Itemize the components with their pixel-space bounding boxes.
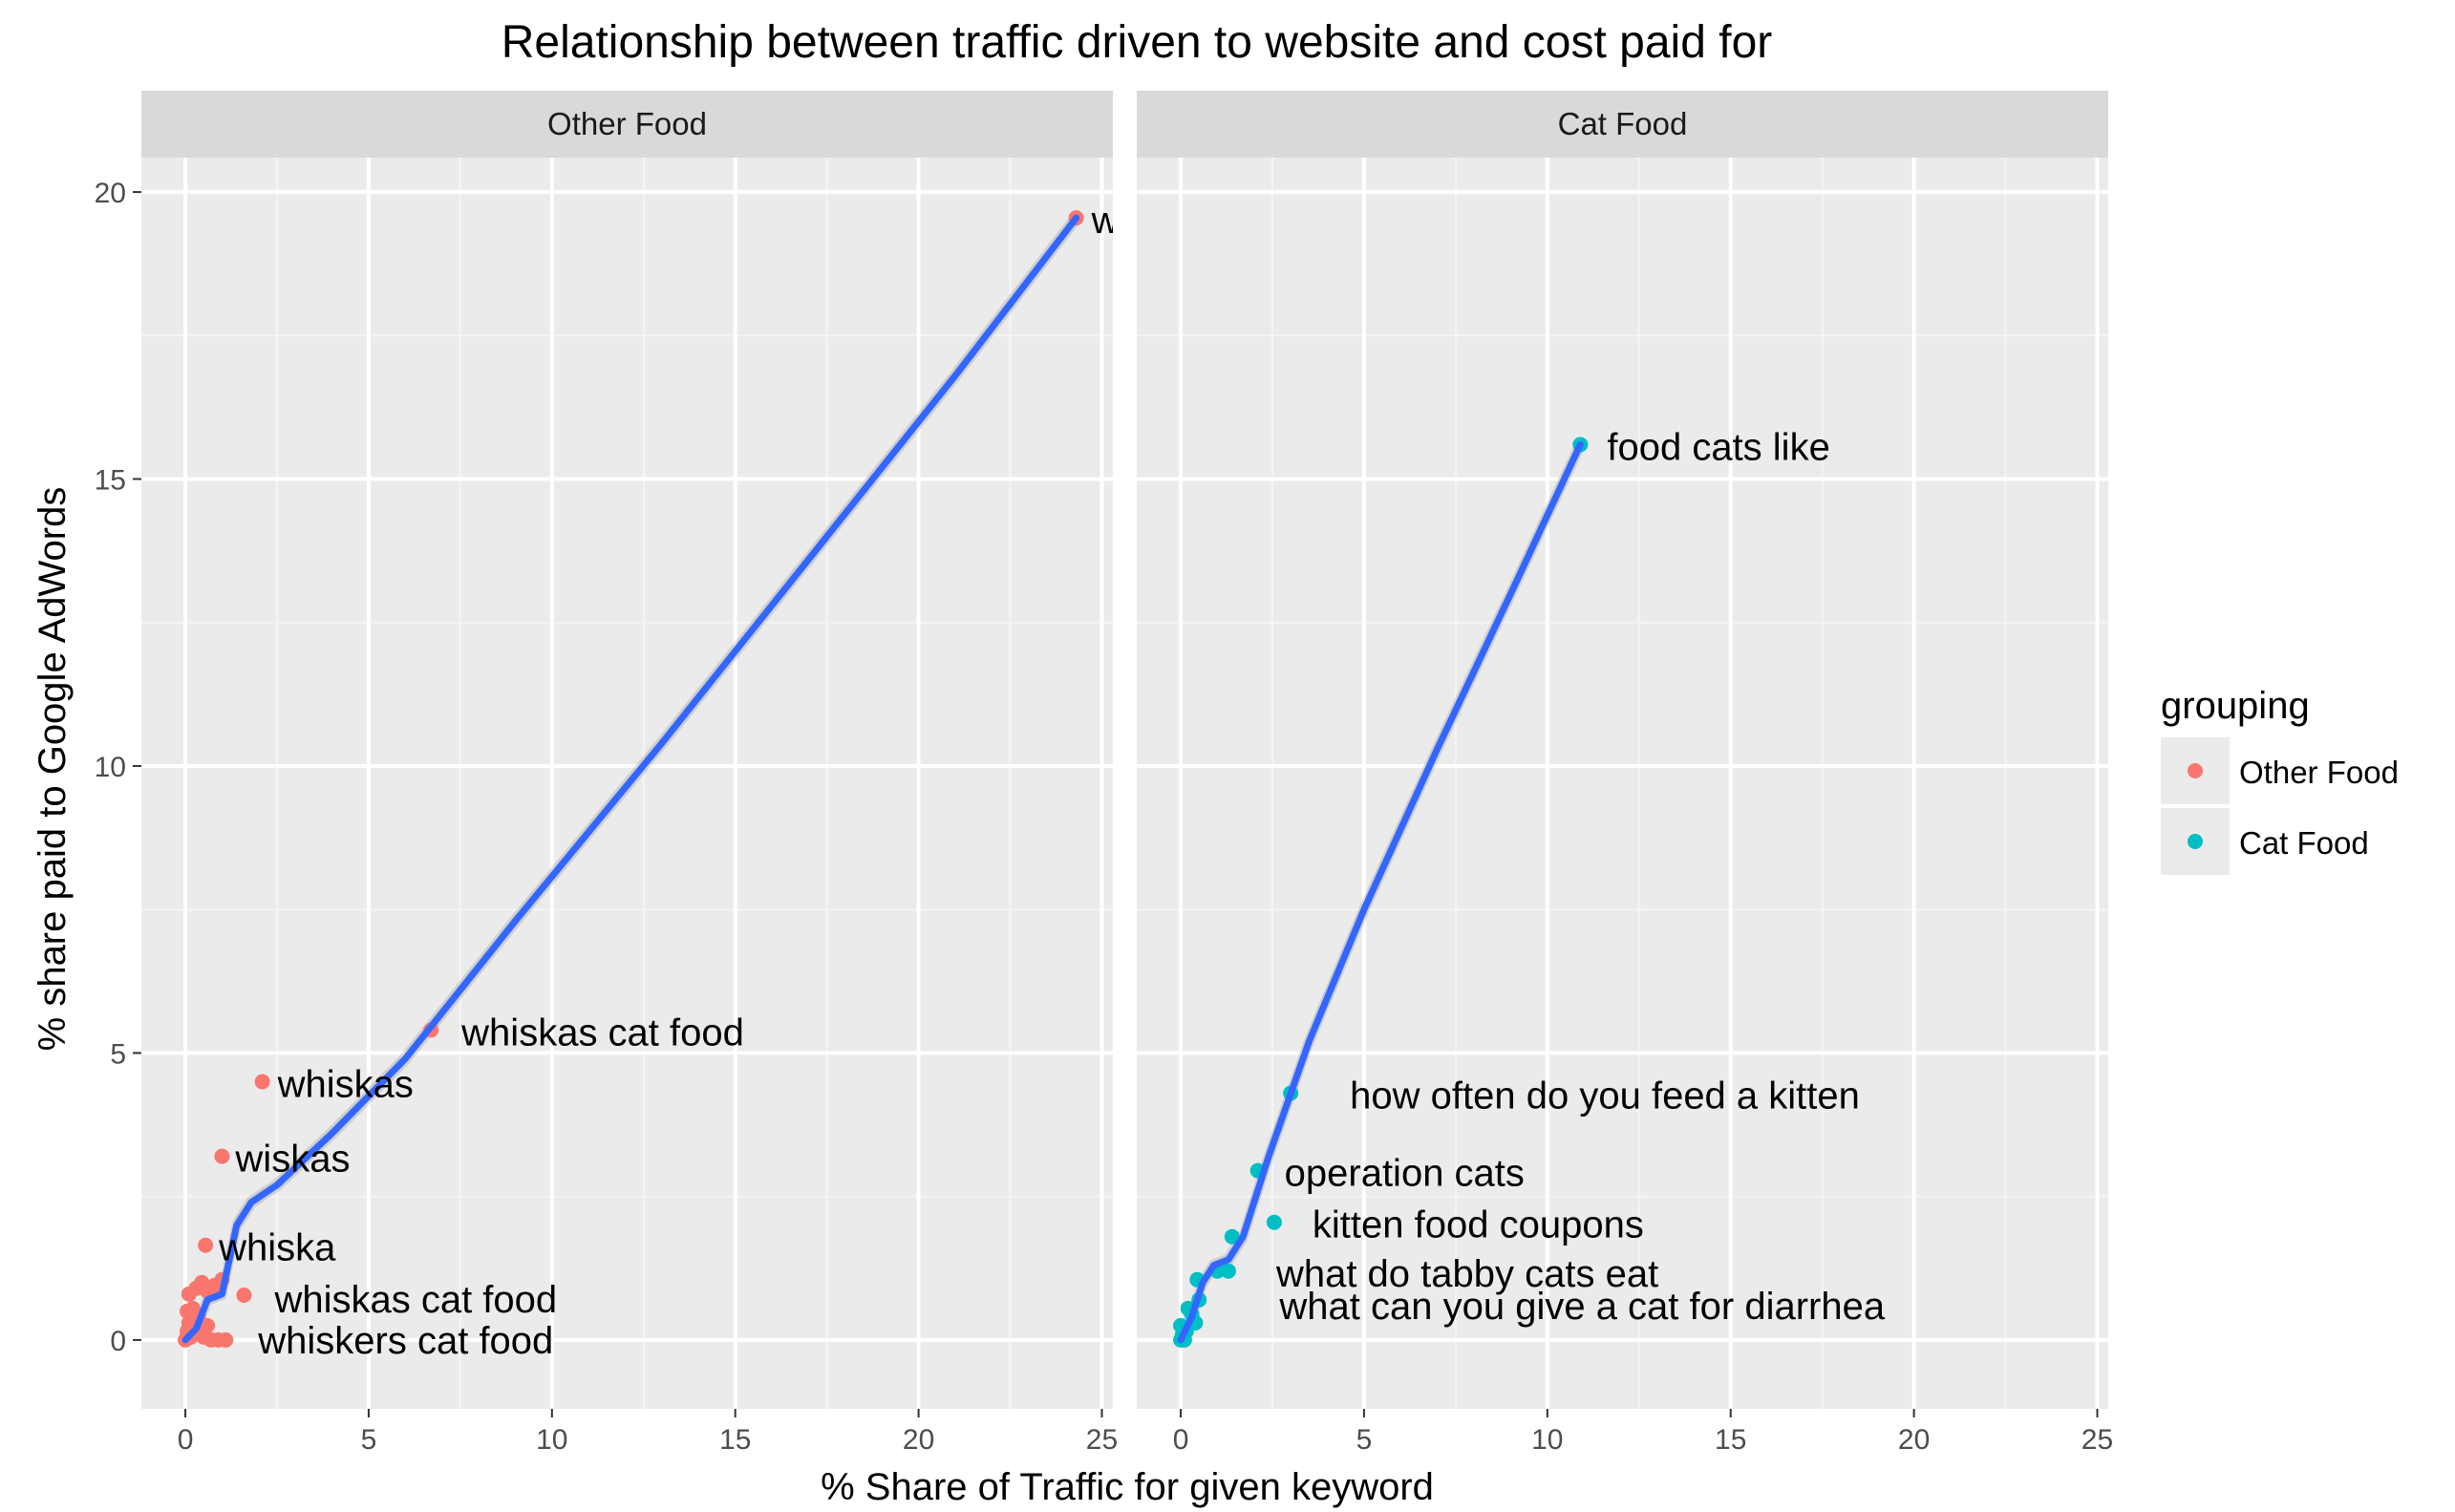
legend-label-cat-food: Cat Food [2239, 825, 2369, 861]
x-tick-label: 0 [178, 1424, 194, 1456]
y-axis-label: % share paid to Google AdWords [32, 487, 74, 1052]
point-label: operation cats [1285, 1153, 1525, 1195]
point-label: kitten food coupons [1313, 1204, 1644, 1246]
point-label: what can you give a cat for diarrhea [1278, 1286, 1885, 1328]
x-tick-label: 20 [1898, 1424, 1930, 1456]
x-axis: 0 5 10 15 20 25 0 5 10 15 20 25 [178, 1409, 2113, 1456]
x-tick-label: 5 [361, 1424, 377, 1456]
facet-strip-label: Cat Food [1558, 106, 1688, 141]
point-label: w [1091, 200, 1120, 242]
panel-cat-food: Cat Food food cats like how often do you f… [1137, 91, 2108, 1409]
y-tick-label: 0 [110, 1326, 126, 1357]
point-label: whiskas [277, 1063, 414, 1105]
panel-plot-area: w whiskas cat food whiskas wiskas whiska whis… [178, 200, 1120, 1362]
point-label: whiskas cat food [273, 1279, 557, 1321]
data-point [254, 1074, 270, 1090]
data-point [210, 1331, 226, 1348]
legend-title: grouping [2161, 685, 2310, 727]
point-label: wiskas [234, 1139, 350, 1181]
x-tick-label: 20 [903, 1424, 934, 1456]
facet-strip [141, 91, 1113, 158]
x-tick-label: 10 [1531, 1424, 1563, 1456]
point-label: whiskas cat food [460, 1012, 744, 1054]
data-point [1220, 1263, 1236, 1279]
data-point [1224, 1228, 1240, 1245]
facet-strip-label: Other Food [547, 106, 707, 141]
legend-key-cat-food [2188, 834, 2203, 849]
point-label: food cats like [1607, 426, 1829, 468]
y-tick-label: 5 [110, 1038, 126, 1070]
y-tick-label: 20 [95, 178, 126, 209]
facet-strip [1137, 91, 2108, 158]
x-tick-label: 25 [2081, 1424, 2113, 1456]
panel-other-food: Other Food w whiskas cat food whiskas wiskas… [141, 91, 1120, 1409]
panel-plot-area: food cats like how often do you feed a ki… [1173, 426, 1886, 1348]
point-label: how often do you feed a kitten [1350, 1075, 1860, 1117]
data-point [198, 1237, 214, 1253]
panel-background [1137, 158, 2108, 1409]
chart-title: Relationship between traffic driven to w… [502, 17, 1773, 68]
legend-label-other-food: Other Food [2239, 755, 2399, 790]
data-point [236, 1288, 252, 1304]
point-label: whiska [218, 1227, 336, 1269]
x-tick-label: 10 [536, 1424, 567, 1456]
y-axis: 0 5 10 15 20 [95, 178, 141, 1357]
legend: grouping Other Food Cat Food [2161, 685, 2399, 875]
data-point [214, 1148, 230, 1164]
x-tick-label: 15 [1715, 1424, 1746, 1456]
data-point [200, 1317, 216, 1333]
legend-key-other-food [2188, 763, 2203, 778]
x-tick-label: 0 [1173, 1424, 1189, 1456]
smooth-line [181, 214, 1080, 1344]
smooth-line [1177, 440, 1584, 1344]
y-tick-label: 15 [95, 465, 126, 497]
y-tick-label: 10 [95, 752, 126, 783]
x-tick-label: 15 [719, 1424, 751, 1456]
x-tick-label: 25 [1086, 1424, 1118, 1456]
point-label: whiskers cat food [257, 1320, 553, 1362]
point-label: what do tabby cats eat [1275, 1253, 1658, 1295]
x-axis-label: % Share of Traffic for given keyword [821, 1466, 1434, 1508]
data-point [1266, 1214, 1282, 1230]
x-tick-label: 5 [1356, 1424, 1373, 1456]
